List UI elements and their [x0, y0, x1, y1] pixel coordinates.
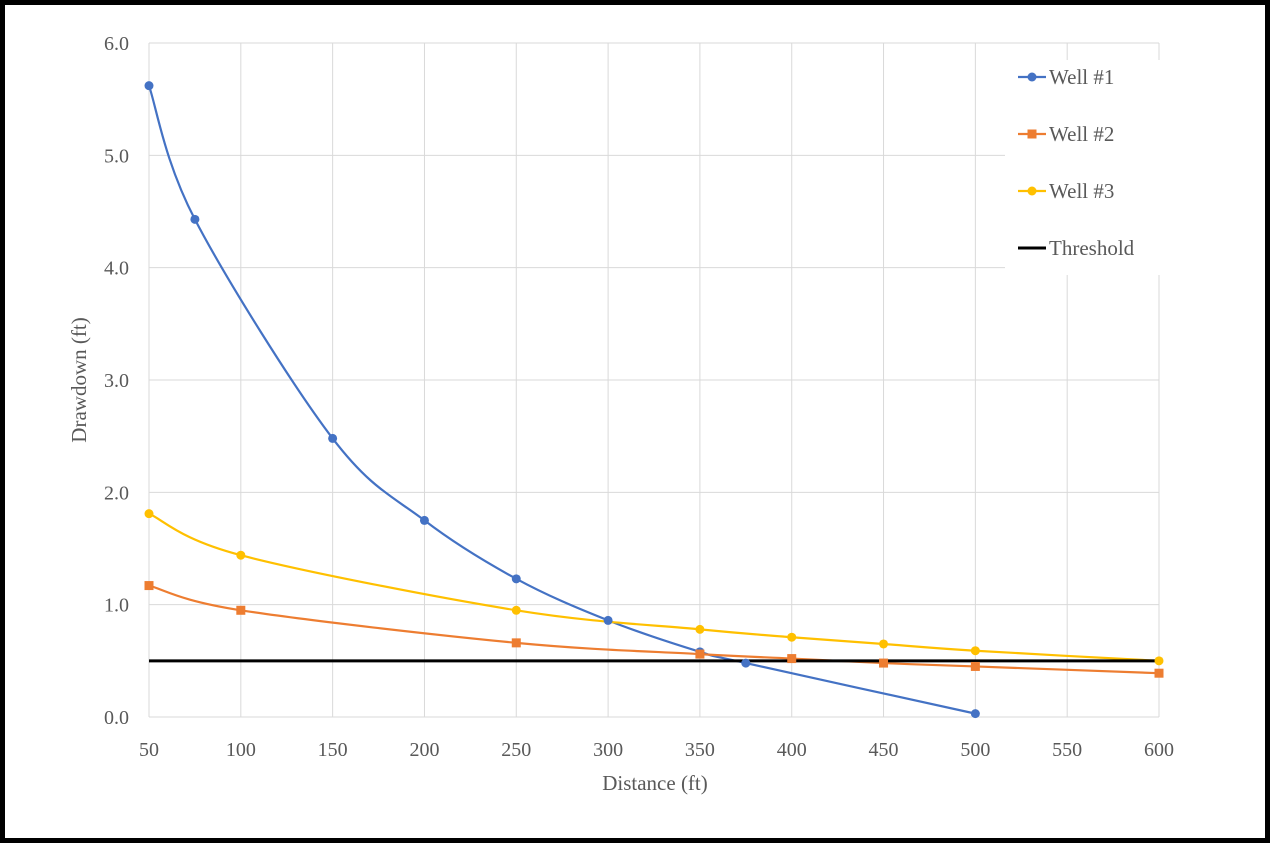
- legend-marker-well-2: [1027, 129, 1037, 139]
- x-tick-label: 200: [409, 739, 439, 761]
- data-point-well-1: [328, 433, 338, 443]
- y-tick-label: 0.0: [104, 707, 129, 729]
- data-point-well-3: [787, 632, 797, 642]
- y-tick-label: 2.0: [104, 482, 129, 504]
- data-point-well-1: [741, 658, 751, 668]
- x-tick-label: 250: [501, 739, 531, 761]
- data-point-well-1: [144, 81, 154, 91]
- x-tick-label: 600: [1144, 739, 1174, 761]
- y-tick-label: 1.0: [104, 595, 129, 617]
- legend-item-well-2: Well #2: [1018, 122, 1114, 146]
- legend-label-well-1: Well #1: [1049, 65, 1114, 89]
- data-point-well-1: [190, 214, 200, 224]
- x-tick-label: 450: [869, 739, 899, 761]
- y-tick-label: 6.0: [104, 33, 129, 55]
- legend-item-well-1: Well #1: [1018, 65, 1114, 89]
- series-markers: [144, 81, 1164, 719]
- data-point-well-1: [603, 615, 613, 625]
- legend-marker-well-3: [1027, 186, 1037, 196]
- y-tick-label: 5.0: [104, 145, 129, 167]
- x-tick-label: 400: [777, 739, 807, 761]
- data-point-well-2: [1154, 668, 1164, 678]
- data-point-well-3: [695, 624, 705, 634]
- legend-item-well-3: Well #3: [1018, 179, 1114, 203]
- x-axis-title: Distance (ft): [602, 771, 708, 795]
- gridlines: [148, 42, 1160, 718]
- legend-marker-well-1: [1027, 72, 1037, 82]
- x-tick-label: 150: [318, 739, 348, 761]
- data-point-well-1: [511, 574, 521, 584]
- legend: Well #1 Well #2 Well #3 Threshold: [1005, 60, 1165, 275]
- legend-label-well-3: Well #3: [1049, 179, 1114, 203]
- tick-labels: 50 100 150 200 250 300 350 400 450 500 550 600 0.0 1.…: [104, 33, 1174, 761]
- data-point-well-3: [236, 550, 246, 560]
- data-point-well-1: [970, 709, 980, 719]
- y-tick-label: 3.0: [104, 370, 129, 392]
- data-point-well-1: [419, 515, 429, 525]
- x-tick-label: 500: [960, 739, 990, 761]
- legend-background: [1005, 60, 1165, 275]
- series-line-well-3: [148, 512, 1160, 662]
- series-line-well-1: [147, 85, 976, 715]
- data-point-well-3: [511, 605, 521, 615]
- data-point-well-3: [144, 509, 154, 519]
- data-point-well-2: [236, 605, 246, 615]
- data-point-well-2: [144, 581, 154, 591]
- x-tick-label: 300: [593, 739, 623, 761]
- x-tick-label: 100: [226, 739, 256, 761]
- y-axis-title: Drawdown (ft): [67, 317, 91, 442]
- data-point-well-2: [695, 649, 705, 659]
- data-point-well-3: [970, 646, 980, 656]
- data-point-well-3: [1154, 656, 1164, 666]
- data-point-well-3: [879, 639, 889, 649]
- data-point-well-2: [511, 638, 521, 648]
- data-point-well-2: [787, 654, 797, 664]
- legend-label-well-2: Well #2: [1049, 122, 1114, 146]
- x-tick-label: 350: [685, 739, 715, 761]
- x-tick-label: 50: [139, 739, 159, 761]
- legend-item-threshold: Threshold: [1018, 236, 1135, 260]
- data-point-well-2: [879, 658, 889, 668]
- data-point-well-2: [970, 661, 980, 671]
- x-tick-label: 550: [1052, 739, 1082, 761]
- y-tick-label: 4.0: [104, 258, 129, 280]
- legend-label-threshold: Threshold: [1049, 236, 1135, 260]
